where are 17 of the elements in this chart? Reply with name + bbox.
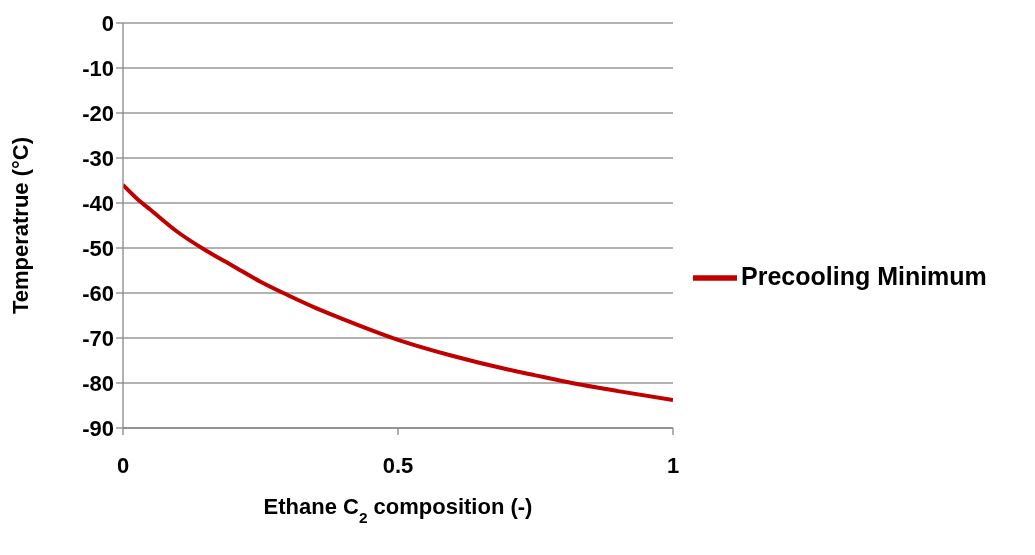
y-tick-label: -30 xyxy=(82,145,114,171)
legend-label: Precooling Minimum xyxy=(741,261,987,290)
x-tick-label: 0.5 xyxy=(382,452,414,478)
y-tick-label: -10 xyxy=(82,55,114,81)
y-tick-label: -70 xyxy=(82,325,114,351)
line-series xyxy=(123,183,673,403)
y-axis-title: Temperatrue (°C) xyxy=(7,136,33,315)
y-tick-label: -90 xyxy=(82,415,114,441)
y-tick-label: -80 xyxy=(82,370,114,396)
y-tick-label: -40 xyxy=(82,190,114,216)
y-tick-label: -20 xyxy=(82,100,114,126)
y-tick-label: -50 xyxy=(82,235,114,261)
y-tick-label: -60 xyxy=(82,280,114,306)
y-tick-label: 0 xyxy=(101,10,114,36)
x-tick-label: 0 xyxy=(116,452,130,478)
x-tick-label: 1 xyxy=(666,452,680,478)
x-axis-title: Ethane C$_{2}$ composition (-) xyxy=(263,494,533,526)
